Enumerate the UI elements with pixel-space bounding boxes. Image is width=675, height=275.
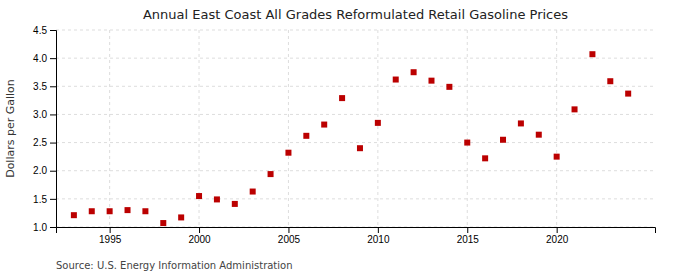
point [554,154,560,160]
y-tick: 3.0 [33,109,56,120]
point [536,132,542,138]
y-tick-label: 1.5 [33,194,47,205]
y-tick-mark [50,58,56,59]
y-axis-title: Dollars per Gallon [4,79,17,178]
y-tick: 4.0 [33,53,56,64]
x-tick: 2005 [278,227,301,245]
y-tick-mark [50,86,56,87]
x-tick-label: 2015 [457,234,480,245]
point [572,106,578,112]
point [250,189,256,195]
y-tick-label: 2.5 [33,137,47,148]
point [500,137,506,143]
point [125,207,131,213]
chart-svg: 1995 2000 2005 2010 2015 2020 1.0 1.5 2.0 2.5 3.0 3… [0,0,675,275]
source: Source: U.S. Energy Information Administ… [56,260,293,271]
x-tick: 2010 [367,227,390,245]
grid [56,30,655,227]
point [196,193,202,199]
marks [71,51,631,226]
y-tick-mark [50,114,56,115]
point [160,220,166,226]
y-tick: 1.5 [33,194,56,205]
x-axis-line [57,228,656,234]
y-grid-line [56,58,655,59]
x-axis: 1995 2000 2005 2010 2015 2020 [57,227,656,245]
point [107,208,113,214]
x-tick-mark [378,227,379,233]
x-tick-mark [288,227,289,233]
y-tick-mark [50,199,56,200]
y-grid-line [56,142,655,143]
y-tick-label: 2.0 [33,165,47,176]
title: Annual East Coast All Grades Reformulate… [143,7,568,22]
point [393,77,399,83]
x-tick-mark [110,227,111,233]
point [89,208,95,214]
y-grid-line [56,170,655,171]
y-tick-label: 3.5 [33,81,47,92]
y-tick-mark [50,30,56,31]
x-tick-label: 2005 [278,234,301,245]
point [285,150,291,156]
y-tick: 1.0 [33,222,56,233]
x-tick-label: 2010 [367,234,390,245]
x-grid-line [377,30,378,227]
x-tick: 2000 [188,227,211,245]
y-tick-mark [50,171,56,172]
point [178,214,184,220]
chart-container: 1995 2000 2005 2010 2015 2020 1.0 1.5 2.0 2.5 3.0 3… [0,0,675,275]
y-tick: 4.5 [33,25,56,36]
point [411,69,417,75]
x-tick-label: 1995 [99,234,122,245]
point [214,196,220,202]
point [339,95,345,101]
x-tick: 2020 [546,227,569,245]
y-axis-line [50,31,57,228]
x-tick-mark [467,227,468,233]
y-tick-label: 4.0 [33,53,47,64]
x-tick-label: 2020 [546,234,569,245]
y-grid-line [56,114,655,115]
point [232,201,238,207]
y-tick: 2.0 [33,165,56,176]
y-tick-label: 3.0 [33,109,47,120]
y-tick-mark [50,227,56,228]
point [71,212,77,218]
point [303,133,309,139]
x-tick: 2015 [457,227,480,245]
point [428,78,434,84]
x-grid-line [288,30,289,227]
y-tick-label: 4.5 [33,25,47,36]
y-tick: 3.5 [33,81,56,92]
point [321,122,327,128]
y-tick-mark [50,143,56,144]
y-tick: 2.5 [33,137,56,148]
x-tick-mark [199,227,200,233]
x-tick-label: 2000 [188,234,211,245]
y-grid-line [56,86,655,87]
point [446,84,452,90]
x-grid-line [109,30,110,227]
x-grid-line [556,30,557,227]
point [482,155,488,161]
x-grid-line [467,30,468,227]
y-axis: 1.0 1.5 2.0 2.5 3.0 3.5 4.0 4.5 [33,25,56,233]
x-tick: 1995 [99,227,122,245]
y-tick-label: 1.0 [33,222,47,233]
point [464,140,470,146]
point [142,208,148,214]
point [268,171,274,177]
point [518,120,524,126]
point [375,120,381,126]
point [607,78,613,84]
y-grid-line [56,30,655,31]
point [625,91,631,97]
x-tick-mark [557,227,558,233]
plot-area: 1995 2000 2005 2010 2015 2020 1.0 1.5 2.0 2.5 3.0 3… [33,25,655,245]
point [357,145,363,151]
y-grid-line [56,198,655,199]
point [589,51,595,57]
